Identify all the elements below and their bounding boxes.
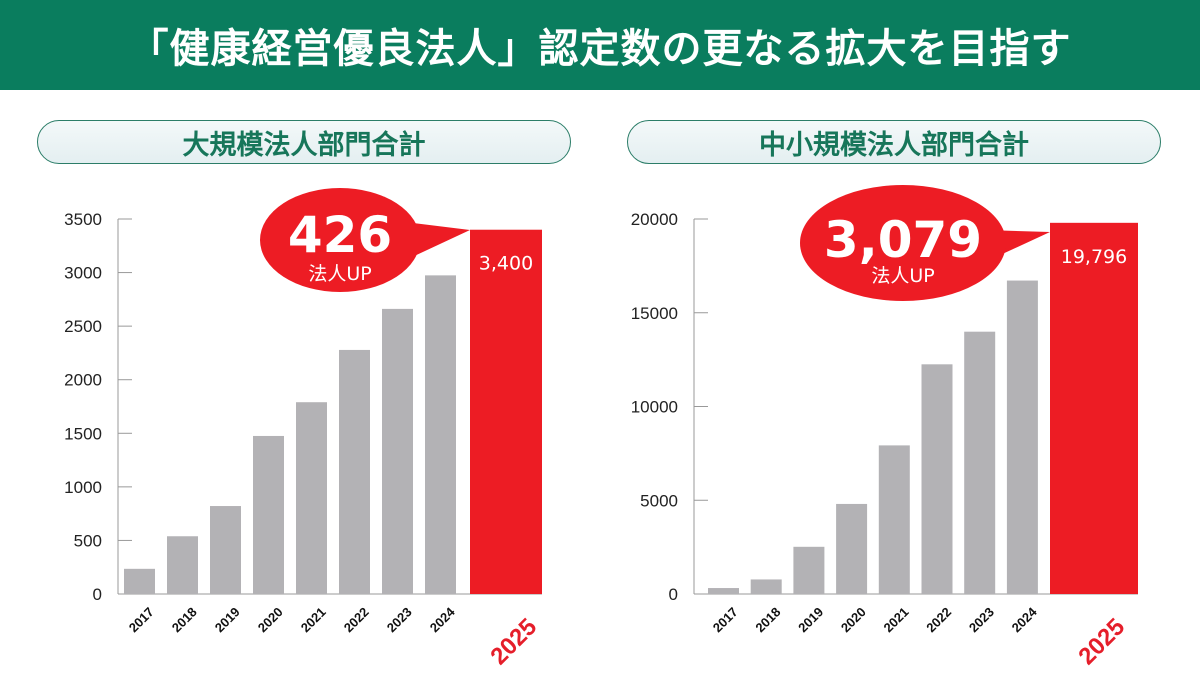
bar-2024: [425, 275, 456, 594]
y-tick-label: 20000: [631, 210, 678, 229]
x-tick-label: 2021: [298, 604, 329, 635]
bar-2022: [339, 349, 370, 594]
bar-2019: [210, 506, 241, 594]
bar-2018: [167, 536, 198, 594]
x-tick-label: 2017: [710, 604, 741, 635]
bar-2020: [253, 435, 284, 594]
y-tick-label: 10000: [631, 398, 678, 417]
bar-2017: [124, 568, 155, 594]
y-tick-label: 5000: [640, 491, 678, 510]
callout-number: 426: [288, 206, 392, 264]
x-tick-label: 2020: [838, 604, 869, 635]
page-title: 「健康経営優良法人」認定数の更なる拡大を目指す: [128, 26, 1072, 72]
x-tick-label: 2024: [1009, 604, 1041, 636]
y-tick-label: 3500: [64, 210, 102, 229]
y-tick-label: 0: [93, 585, 102, 604]
callout-text: 法人UP: [308, 263, 371, 285]
page-title-banner: 「健康経営優良法人」認定数の更なる拡大を目指す: [0, 0, 1200, 90]
x-tick-label: 2018: [752, 604, 783, 635]
data-label: 3,400: [479, 253, 533, 275]
chart-title-sme: 中小規模法人部門合計: [627, 120, 1161, 164]
x-tick-label: 2022: [923, 604, 954, 635]
bar-2025: [470, 229, 542, 594]
y-tick-label: 1500: [64, 424, 102, 443]
y-tick-label: 0: [669, 585, 678, 604]
x-tick-label-highlight: 2025: [485, 613, 542, 670]
x-tick-label: 2019: [795, 604, 826, 635]
chart-title-text: 中小規模法人部門合計: [759, 129, 1029, 161]
callout-bubble: [800, 185, 1006, 301]
bar-2024: [1006, 280, 1038, 594]
x-tick-label: 2023: [384, 604, 415, 635]
callout-bubble: [260, 188, 420, 292]
bar-2021: [296, 402, 327, 594]
x-tick-label: 2023: [966, 604, 997, 635]
bar-2023: [964, 331, 996, 594]
y-tick-label: 2500: [64, 317, 102, 336]
bar-2020: [836, 503, 868, 594]
bar-2019: [793, 546, 825, 594]
bar-2022: [921, 364, 953, 594]
y-tick-label: 500: [74, 531, 102, 550]
callout-text: 法人UP: [871, 265, 934, 287]
x-tick-label: 2024: [427, 604, 459, 636]
x-tick-label: 2017: [126, 604, 157, 635]
x-tick-label: 2019: [212, 604, 243, 635]
y-tick-label: 15000: [631, 304, 678, 323]
x-tick-label-highlight: 2025: [1073, 613, 1130, 670]
chart-title-text: 大規模法人部門合計: [182, 129, 426, 161]
x-tick-label: 2022: [341, 604, 372, 635]
bar-2017: [708, 588, 739, 594]
bar-2023: [382, 308, 413, 594]
callout-number: 3,079: [824, 211, 982, 269]
y-tick-label: 3000: [64, 264, 102, 283]
callout-tail: [405, 222, 470, 258]
data-label: 19,796: [1061, 246, 1127, 268]
bar-2025: [1050, 222, 1138, 594]
chart-title-large-corporations: 大規模法人部門合計: [37, 120, 571, 164]
y-tick-label: 1000: [64, 478, 102, 497]
x-tick-label: 2021: [881, 604, 912, 635]
bar-2021: [878, 445, 910, 594]
y-tick-label: 2000: [64, 371, 102, 390]
x-tick-label: 2020: [255, 604, 286, 635]
bar-2018: [750, 579, 782, 594]
x-tick-label: 2018: [169, 604, 200, 635]
